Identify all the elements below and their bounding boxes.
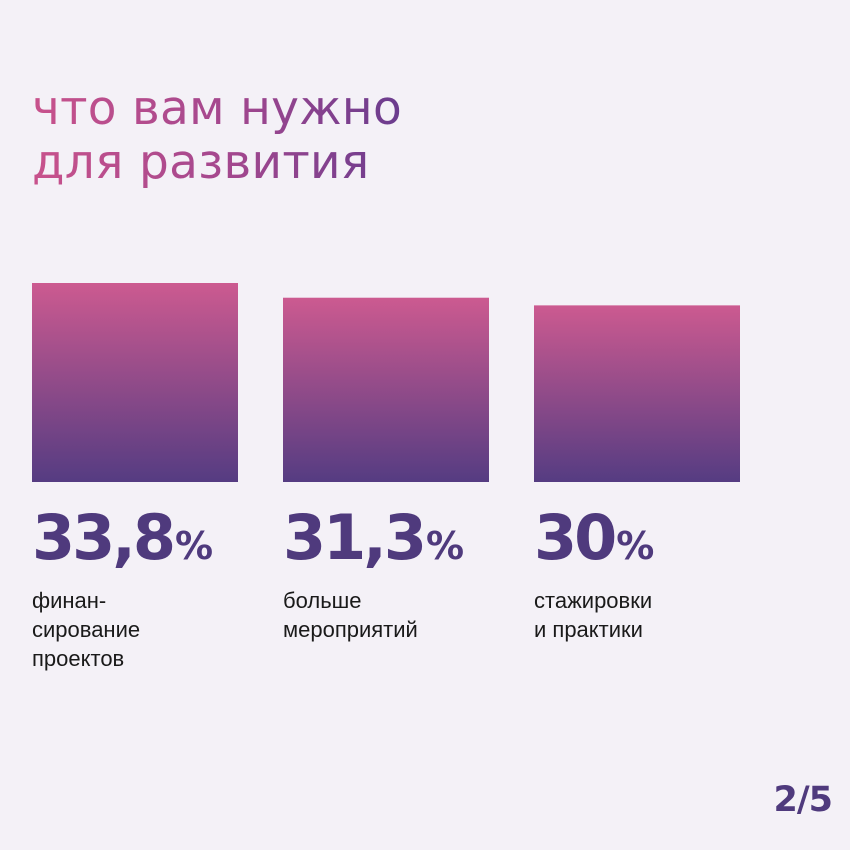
value-unit-1: % — [174, 524, 214, 568]
bar-3 — [534, 305, 740, 482]
category-label-3: стажировки и практики — [534, 588, 653, 642]
bar-1 — [32, 283, 238, 482]
value-number-3: 30 — [534, 501, 617, 574]
value-unit-3: % — [616, 524, 655, 568]
category-2: 31,3% больше мероприятий — [283, 500, 523, 644]
value-unit-2: % — [425, 524, 465, 568]
category-label-2: больше мероприятий — [283, 588, 418, 642]
category-3: 30% стажировки и практики — [534, 500, 774, 644]
value-label-1: 33,8% — [32, 500, 272, 584]
value-number-1: 33,8 — [32, 501, 176, 574]
category-1: 33,8% финан- сирование проектов — [32, 500, 272, 673]
page-indicator: 2/5 — [773, 780, 833, 820]
value-number-2: 31,3 — [283, 501, 427, 574]
value-label-2: 31,3% — [283, 500, 523, 584]
category-label-1: финан- сирование проектов — [32, 588, 141, 671]
value-label-3: 30% — [534, 500, 774, 584]
bar-2 — [283, 297, 489, 482]
